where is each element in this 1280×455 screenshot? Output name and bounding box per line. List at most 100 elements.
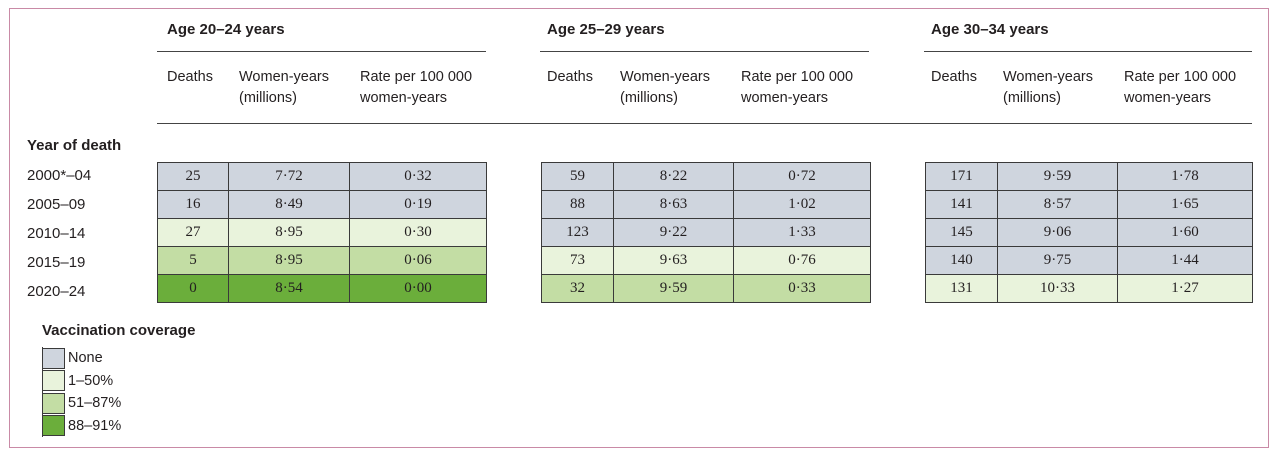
legend-label: 1–50% bbox=[68, 372, 114, 389]
table-row: 32 9·59 0·33 bbox=[541, 274, 871, 303]
rate-cell: 0·76 bbox=[733, 246, 871, 275]
women-years-cell: 8·95 bbox=[228, 218, 350, 247]
women-years-cell: 9·59 bbox=[997, 162, 1118, 191]
rate-cell: 1·27 bbox=[1117, 274, 1253, 303]
deaths-cell: 0 bbox=[157, 274, 229, 303]
rate-cell: 0·33 bbox=[733, 274, 871, 303]
group-rule bbox=[540, 51, 869, 52]
women-years-cell: 9·59 bbox=[613, 274, 734, 303]
column-header-rate: Rate per 100 000 women-years bbox=[1124, 69, 1237, 106]
deaths-cell: 88 bbox=[541, 190, 614, 219]
deaths-cell: 32 bbox=[541, 274, 614, 303]
women-years-cell: 9·75 bbox=[997, 246, 1118, 275]
legend: None 1–50% 51–87% 88–91% bbox=[42, 347, 121, 437]
column-header-rate: Rate per 100 000 women-years bbox=[741, 69, 854, 106]
deaths-cell: 73 bbox=[541, 246, 614, 275]
table-age-25-29: 59 8·22 0·72 88 8·63 1·02 123 9·22 1·33 73 9·63 0·7… bbox=[541, 162, 871, 303]
women-years-cell: 8·22 bbox=[613, 162, 734, 191]
rate-cell: 0·32 bbox=[349, 162, 487, 191]
deaths-cell: 131 bbox=[925, 274, 998, 303]
legend-item: 51–87% bbox=[43, 392, 121, 415]
women-years-cell: 8·49 bbox=[228, 190, 350, 219]
legend-swatch-1-50 bbox=[43, 370, 65, 392]
rate-cell: 1·33 bbox=[733, 218, 871, 247]
rate-cell: 1·78 bbox=[1117, 162, 1253, 191]
deaths-cell: 141 bbox=[925, 190, 998, 219]
deaths-cell: 5 bbox=[157, 246, 229, 275]
rate-cell: 0·30 bbox=[349, 218, 487, 247]
legend-label: 88–91% bbox=[68, 417, 122, 434]
legend-swatch-none bbox=[43, 347, 65, 369]
women-years-cell: 8·57 bbox=[997, 190, 1118, 219]
table-row: 5 8·95 0·06 bbox=[157, 246, 487, 275]
women-years-cell: 8·95 bbox=[228, 246, 350, 275]
deaths-cell: 171 bbox=[925, 162, 998, 191]
legend-label: 51–87% bbox=[68, 395, 122, 412]
table-age-30-34: 171 9·59 1·78 141 8·57 1·65 145 9·06 1·60 140 9·75… bbox=[925, 162, 1253, 303]
table-row: 88 8·63 1·02 bbox=[541, 190, 871, 219]
legend-swatch-51-87 bbox=[43, 392, 65, 414]
deaths-cell: 140 bbox=[925, 246, 998, 275]
women-years-cell: 9·63 bbox=[613, 246, 734, 275]
rate-cell: 1·65 bbox=[1117, 190, 1253, 219]
table-row: 25 7·72 0·32 bbox=[157, 162, 487, 191]
year-label: 2000*–04 bbox=[27, 167, 92, 184]
deaths-cell: 25 bbox=[157, 162, 229, 191]
row-header-title: Year of death bbox=[27, 137, 122, 154]
women-years-cell: 8·54 bbox=[228, 274, 350, 303]
column-header-rate: Rate per 100 000 women-years bbox=[360, 69, 473, 106]
column-header-women-years: Women-years (millions) bbox=[620, 69, 710, 106]
rate-cell: 0·06 bbox=[349, 246, 487, 275]
column-header-deaths: Deaths bbox=[167, 69, 213, 85]
table-row: 145 9·06 1·60 bbox=[925, 218, 1253, 247]
year-label: 2015–19 bbox=[27, 254, 86, 271]
header-bottom-rule bbox=[157, 123, 1252, 124]
legend-title: Vaccination coverage bbox=[42, 322, 196, 339]
deaths-cell: 16 bbox=[157, 190, 229, 219]
year-label: 2020–24 bbox=[27, 283, 86, 300]
rate-cell: 1·02 bbox=[733, 190, 871, 219]
legend-item: 1–50% bbox=[43, 370, 121, 393]
column-header-deaths: Deaths bbox=[931, 69, 977, 85]
group-rule bbox=[924, 51, 1252, 52]
deaths-cell: 27 bbox=[157, 218, 229, 247]
rate-cell: 0·72 bbox=[733, 162, 871, 191]
table-row: 59 8·22 0·72 bbox=[541, 162, 871, 191]
women-years-cell: 8·63 bbox=[613, 190, 734, 219]
legend-item: None bbox=[43, 347, 121, 370]
rate-cell: 1·60 bbox=[1117, 218, 1253, 247]
table-row: 141 8·57 1·65 bbox=[925, 190, 1253, 219]
table-row: 171 9·59 1·78 bbox=[925, 162, 1253, 191]
table-row: 16 8·49 0·19 bbox=[157, 190, 487, 219]
rate-cell: 0·19 bbox=[349, 190, 487, 219]
table-row: 27 8·95 0·30 bbox=[157, 218, 487, 247]
deaths-cell: 145 bbox=[925, 218, 998, 247]
table-row: 131 10·33 1·27 bbox=[925, 274, 1253, 303]
column-header-women-years: Women-years (millions) bbox=[239, 69, 329, 106]
women-years-cell: 9·22 bbox=[613, 218, 734, 247]
rate-cell: 1·44 bbox=[1117, 246, 1253, 275]
year-label: 2010–14 bbox=[27, 225, 86, 242]
year-label: 2005–09 bbox=[27, 196, 86, 213]
deaths-cell: 59 bbox=[541, 162, 614, 191]
table-row: 123 9·22 1·33 bbox=[541, 218, 871, 247]
group-title-30-34: Age 30–34 years bbox=[931, 21, 1049, 38]
legend-label: None bbox=[68, 350, 103, 367]
group-rule bbox=[157, 51, 486, 52]
legend-swatch-88-91 bbox=[43, 415, 65, 437]
table-row: 0 8·54 0·00 bbox=[157, 274, 487, 303]
women-years-cell: 9·06 bbox=[997, 218, 1118, 247]
group-title-20-24: Age 20–24 years bbox=[167, 21, 285, 38]
rate-cell: 0·00 bbox=[349, 274, 487, 303]
table-row: 73 9·63 0·76 bbox=[541, 246, 871, 275]
table-age-20-24: 25 7·72 0·32 16 8·49 0·19 27 8·95 0·30 5 8·95 0·06 0… bbox=[157, 162, 487, 303]
column-header-deaths: Deaths bbox=[547, 69, 593, 85]
women-years-cell: 7·72 bbox=[228, 162, 350, 191]
table-row: 140 9·75 1·44 bbox=[925, 246, 1253, 275]
women-years-cell: 10·33 bbox=[997, 274, 1118, 303]
group-title-25-29: Age 25–29 years bbox=[547, 21, 665, 38]
legend-item: 88–91% bbox=[43, 415, 121, 438]
column-header-women-years: Women-years (millions) bbox=[1003, 69, 1093, 106]
deaths-cell: 123 bbox=[541, 218, 614, 247]
figure-frame bbox=[9, 8, 1269, 448]
